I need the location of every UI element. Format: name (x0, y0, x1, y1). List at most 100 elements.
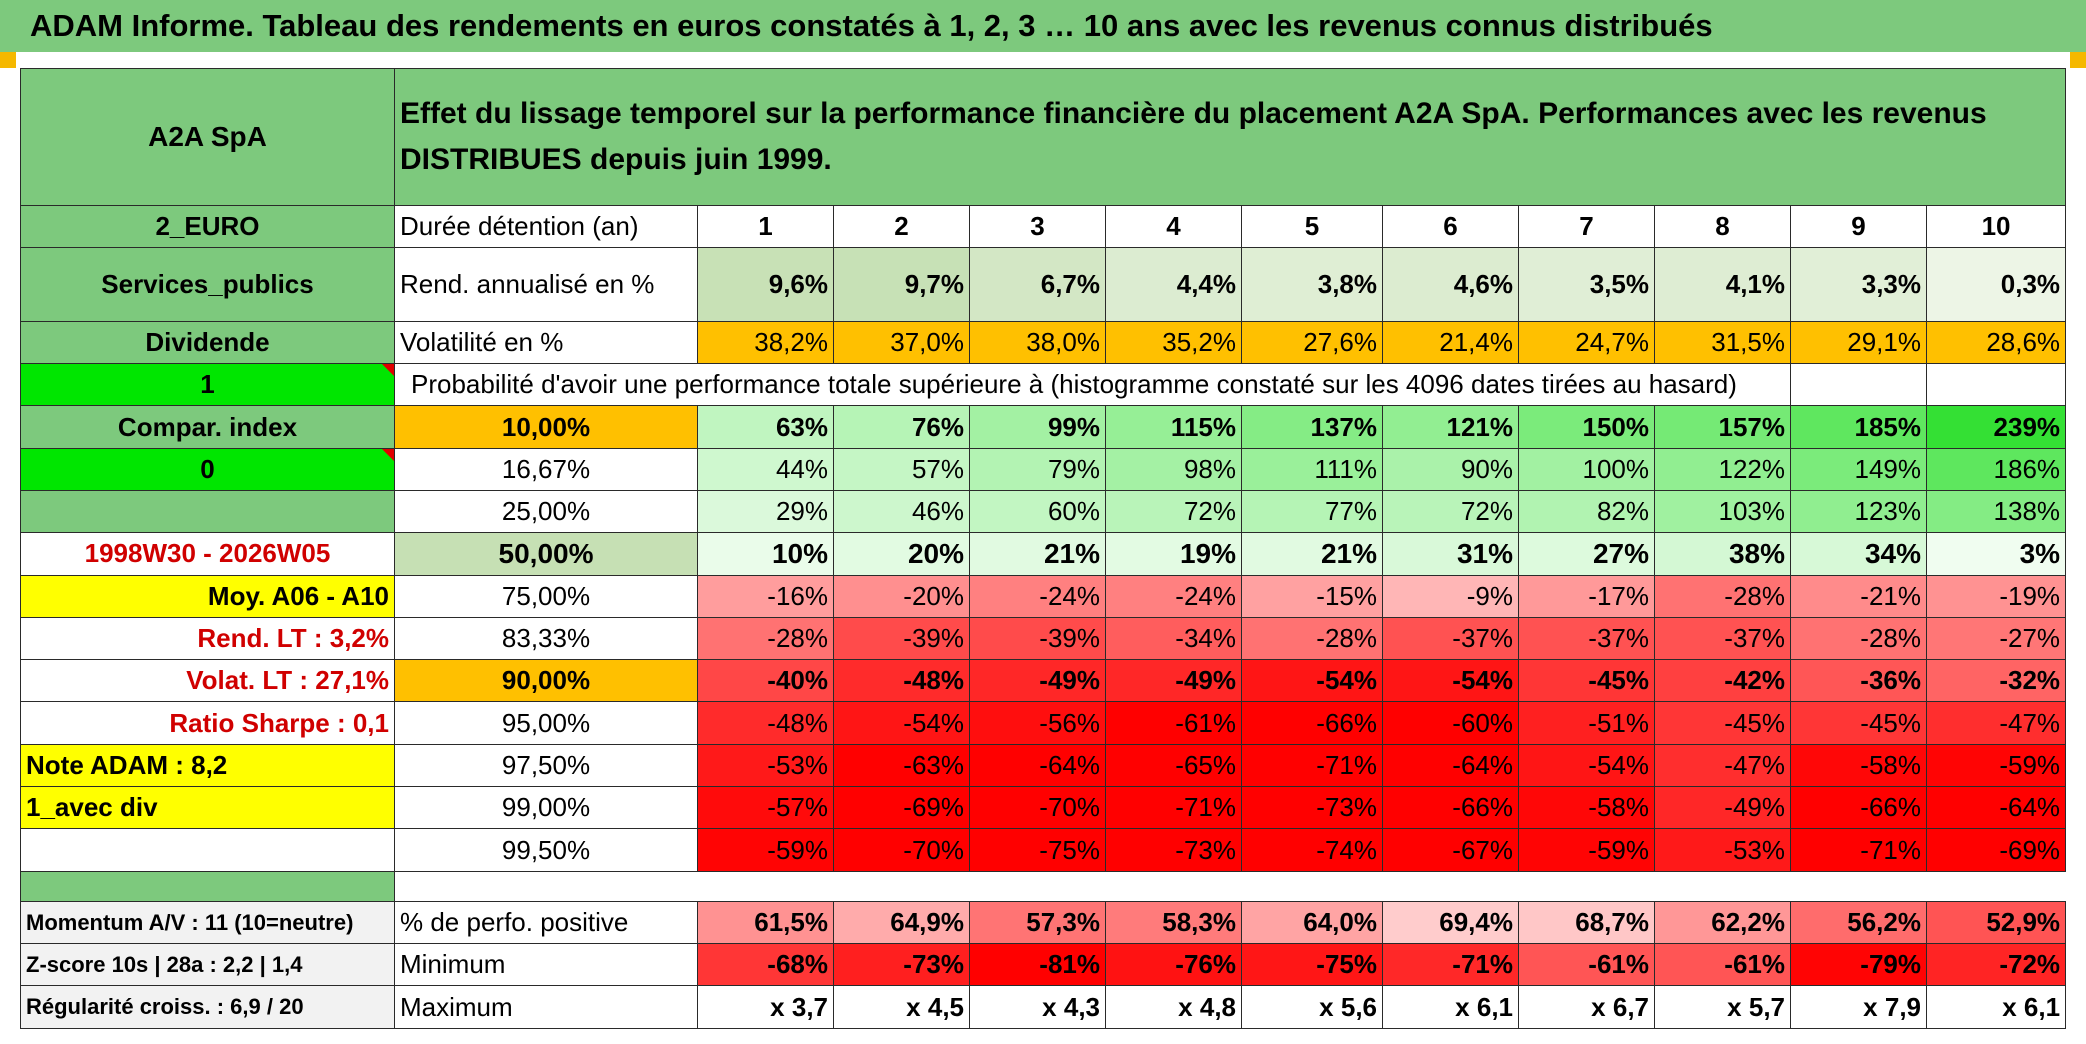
quantile-value: 20% (833, 532, 970, 576)
quantile-value: 10% (697, 532, 834, 576)
quantile-value: 138% (1925, 489, 2067, 534)
quantile-value: -51% (1518, 701, 1655, 745)
rend-value: 4,6% (1382, 247, 1519, 322)
corner-marker-right (2070, 52, 2086, 68)
pos-value: 64,9% (833, 900, 970, 945)
quantile-value: -39% (969, 616, 1106, 661)
quantile-value: -60% (1382, 701, 1519, 745)
corner-marker-left (0, 52, 16, 68)
quantile-value: -19% (1925, 574, 2067, 618)
quantile-value: 137% (1241, 405, 1383, 449)
rend-value: 9,7% (833, 247, 970, 322)
quantile-value: -57% (697, 786, 834, 830)
quantile-value: 186% (1925, 447, 2067, 492)
quantile-value: 63% (697, 405, 834, 449)
duration-label: Durée détention (an) (394, 204, 698, 249)
min-value: -73% (833, 943, 970, 987)
pos-value: 56,2% (1790, 900, 1927, 945)
flag-2: 0 (20, 447, 395, 492)
quantile-value: -58% (1518, 786, 1655, 830)
momentum-label: Momentum A/V : 11 (10=neutre) (20, 900, 395, 945)
quantile-value: -67% (1382, 828, 1519, 872)
min-value: -76% (1105, 943, 1242, 987)
note-adam-label: Note ADAM : 8,2 (20, 743, 395, 788)
vol-value: 37,0% (833, 320, 970, 365)
quantile-value: 100% (1518, 447, 1655, 492)
quantile-value: -45% (1790, 701, 1927, 745)
quantile-value: 21% (969, 532, 1106, 576)
rend-value: 0,3% (1925, 247, 2067, 322)
quantile-label: 16,67% (394, 447, 698, 492)
quantile-value: -59% (1518, 828, 1655, 872)
quantile-value: 149% (1790, 447, 1927, 492)
quantile-value: -63% (833, 743, 970, 788)
quantile-value: -28% (697, 616, 834, 661)
year-header: 1 (697, 204, 834, 249)
quantile-value: 185% (1790, 405, 1927, 449)
sharpe-label: Ratio Sharpe : 0,1 (20, 701, 395, 745)
quantile-value: 239% (1925, 405, 2067, 449)
quantile-value: -49% (1105, 659, 1242, 703)
quantile-value: 72% (1382, 489, 1519, 534)
quantile-value: -45% (1518, 659, 1655, 703)
pos-label: % de perfo. positive (394, 900, 698, 945)
quantile-value: -69% (1925, 828, 2067, 872)
max-value: x 6,1 (1382, 985, 1519, 1029)
vol-value: 38,0% (969, 320, 1106, 365)
compar-index-label: Compar. index (20, 405, 395, 449)
quantile-label: 90,00% (394, 659, 698, 703)
quantile-value: -71% (1105, 786, 1242, 830)
quantile-value: -15% (1241, 574, 1383, 618)
year-header: 5 (1241, 204, 1383, 249)
period-label: 1998W30 - 2026W05 (20, 532, 395, 576)
quantile-value: 103% (1654, 489, 1791, 534)
quantile-value: 76% (833, 405, 970, 449)
quantile-value: -54% (1518, 743, 1655, 788)
year-header: 7 (1518, 204, 1655, 249)
moy-label: Moy. A06 - A10 (20, 574, 395, 618)
quantile-value: 44% (697, 447, 834, 492)
max-value: x 6,1 (1925, 985, 2067, 1029)
flag-1: 1 (20, 363, 395, 407)
max-value: x 5,7 (1654, 985, 1791, 1029)
pos-value: 57,3% (969, 900, 1106, 945)
quantile-value: 123% (1790, 489, 1927, 534)
pos-value: 52,9% (1925, 900, 2067, 945)
min-value: -68% (697, 943, 834, 987)
vol-value: 35,2% (1105, 320, 1242, 365)
rend-value: 9,6% (697, 247, 834, 322)
quantile-value: 19% (1105, 532, 1242, 576)
quantile-value: -53% (697, 743, 834, 788)
pos-value: 68,7% (1518, 900, 1655, 945)
quantile-value: -28% (1790, 616, 1927, 661)
quantile-label: 99,50% (394, 828, 698, 872)
quantile-value: 150% (1518, 405, 1655, 449)
quantile-value: -16% (697, 574, 834, 618)
separator (394, 871, 2066, 902)
quantile-value: 46% (833, 489, 970, 534)
quantile-value: -24% (1105, 574, 1242, 618)
rend-value: 3,5% (1518, 247, 1655, 322)
rend-lt-label: Rend. LT : 3,2% (20, 616, 395, 661)
quantile-value: -32% (1925, 659, 2067, 703)
year-header: 9 (1790, 204, 1927, 249)
quantile-value: -66% (1382, 786, 1519, 830)
quantile-value: 3% (1925, 532, 2067, 576)
regularite-label: Régularité croiss. : 6,9 / 20 (20, 985, 395, 1029)
quantile-value: -48% (697, 701, 834, 745)
quantile-value: 98% (1105, 447, 1242, 492)
quantile-value: -71% (1241, 743, 1383, 788)
quantile-value: 21% (1241, 532, 1383, 576)
empty-cell (1925, 363, 2067, 407)
quantile-value: -61% (1105, 701, 1242, 745)
quantile-value: -47% (1925, 701, 2067, 745)
quantile-value: 31% (1382, 532, 1519, 576)
min-value: -61% (1654, 943, 1791, 987)
empty-side-cell (20, 489, 395, 534)
quantile-value: -49% (969, 659, 1106, 703)
probability-label: Probabilité d'avoir une performance tota… (394, 363, 1791, 407)
min-value: -75% (1241, 943, 1383, 987)
header-description: Effet du lissage temporel sur la perform… (393, 68, 2067, 206)
quantile-value: -54% (1241, 659, 1383, 703)
max-value: x 5,6 (1241, 985, 1383, 1029)
